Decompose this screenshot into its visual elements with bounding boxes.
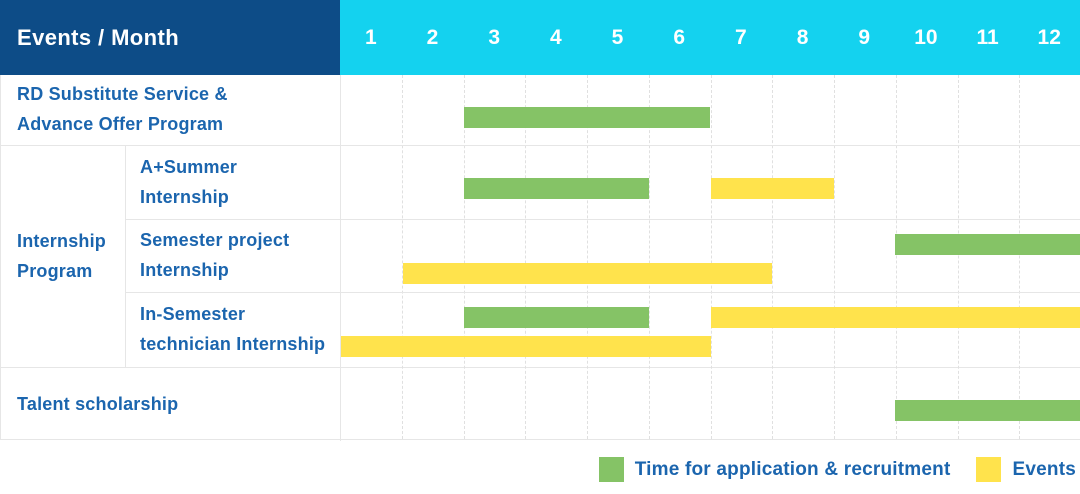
recruitment-bar <box>895 400 1080 421</box>
month-label: 7 <box>735 25 747 49</box>
month-header: 1 2 3 4 5 6 7 8 9 10 11 12 <box>340 0 1080 75</box>
recruitment-bar <box>464 178 649 199</box>
events-bar <box>710 307 1080 328</box>
row-chart <box>341 146 1080 219</box>
group-label: Internship Program <box>1 146 126 367</box>
legend-label: Events <box>1012 458 1076 480</box>
internship-program-group: Internship Program A+Summer Internship S… <box>1 146 1080 368</box>
events-bar <box>710 178 834 199</box>
month-label: 6 <box>673 25 686 49</box>
group-sub-rows: A+Summer Internship Semester project Int… <box>126 146 1080 367</box>
table-row-talent-scholarship: Talent scholarship <box>1 368 1080 441</box>
month-label: 8 <box>796 25 809 49</box>
table-row-semester-project: Semester project Internship <box>126 219 1080 292</box>
row-chart <box>341 293 1080 367</box>
month-label: 12 <box>1037 25 1061 49</box>
legend-item-events: Events <box>976 457 1076 482</box>
events-swatch-icon <box>976 457 1002 482</box>
recruitment-bar <box>895 234 1080 255</box>
month-label: 1 <box>364 25 377 49</box>
row-label: A+Summer Internship <box>126 146 341 219</box>
row-chart <box>341 220 1080 292</box>
row-label: RD Substitute Service & Advance Offer Pr… <box>1 75 341 145</box>
month-label: 2 <box>426 25 439 49</box>
row-chart <box>341 368 1080 441</box>
row-label: Semester project Internship <box>126 220 341 292</box>
month-label: 4 <box>550 25 562 49</box>
table-header: Events / Month 1 2 3 4 5 6 7 8 9 10 11 1… <box>0 0 1080 75</box>
month-label: 5 <box>611 25 624 49</box>
table-row-rd-substitute: RD Substitute Service & Advance Offer Pr… <box>1 75 1080 146</box>
events-bar <box>341 336 711 357</box>
legend: Time for application & recruitment Event… <box>0 457 1080 482</box>
table-row-in-semester: In-Semester technician Internship <box>126 292 1080 367</box>
month-label: 3 <box>488 25 501 49</box>
corner-header: Events / Month <box>0 0 340 75</box>
row-label: In-Semester technician Internship <box>126 293 341 367</box>
recruitment-swatch-icon <box>598 457 624 482</box>
legend-label: Time for application & recruitment <box>634 458 951 480</box>
recruitment-bar <box>464 307 649 328</box>
table-row-a-summer: A+Summer Internship <box>126 146 1080 219</box>
legend-item-recruitment: Time for application & recruitment <box>598 457 951 482</box>
table-body: RD Substitute Service & Advance Offer Pr… <box>0 75 1080 441</box>
events-bar <box>402 263 773 284</box>
month-label: 10 <box>914 25 938 49</box>
recruitment-bar <box>464 107 711 128</box>
row-chart <box>341 75 1080 145</box>
month-label: 11 <box>976 25 999 49</box>
row-label: Talent scholarship <box>1 368 341 441</box>
month-label: 9 <box>858 25 871 49</box>
